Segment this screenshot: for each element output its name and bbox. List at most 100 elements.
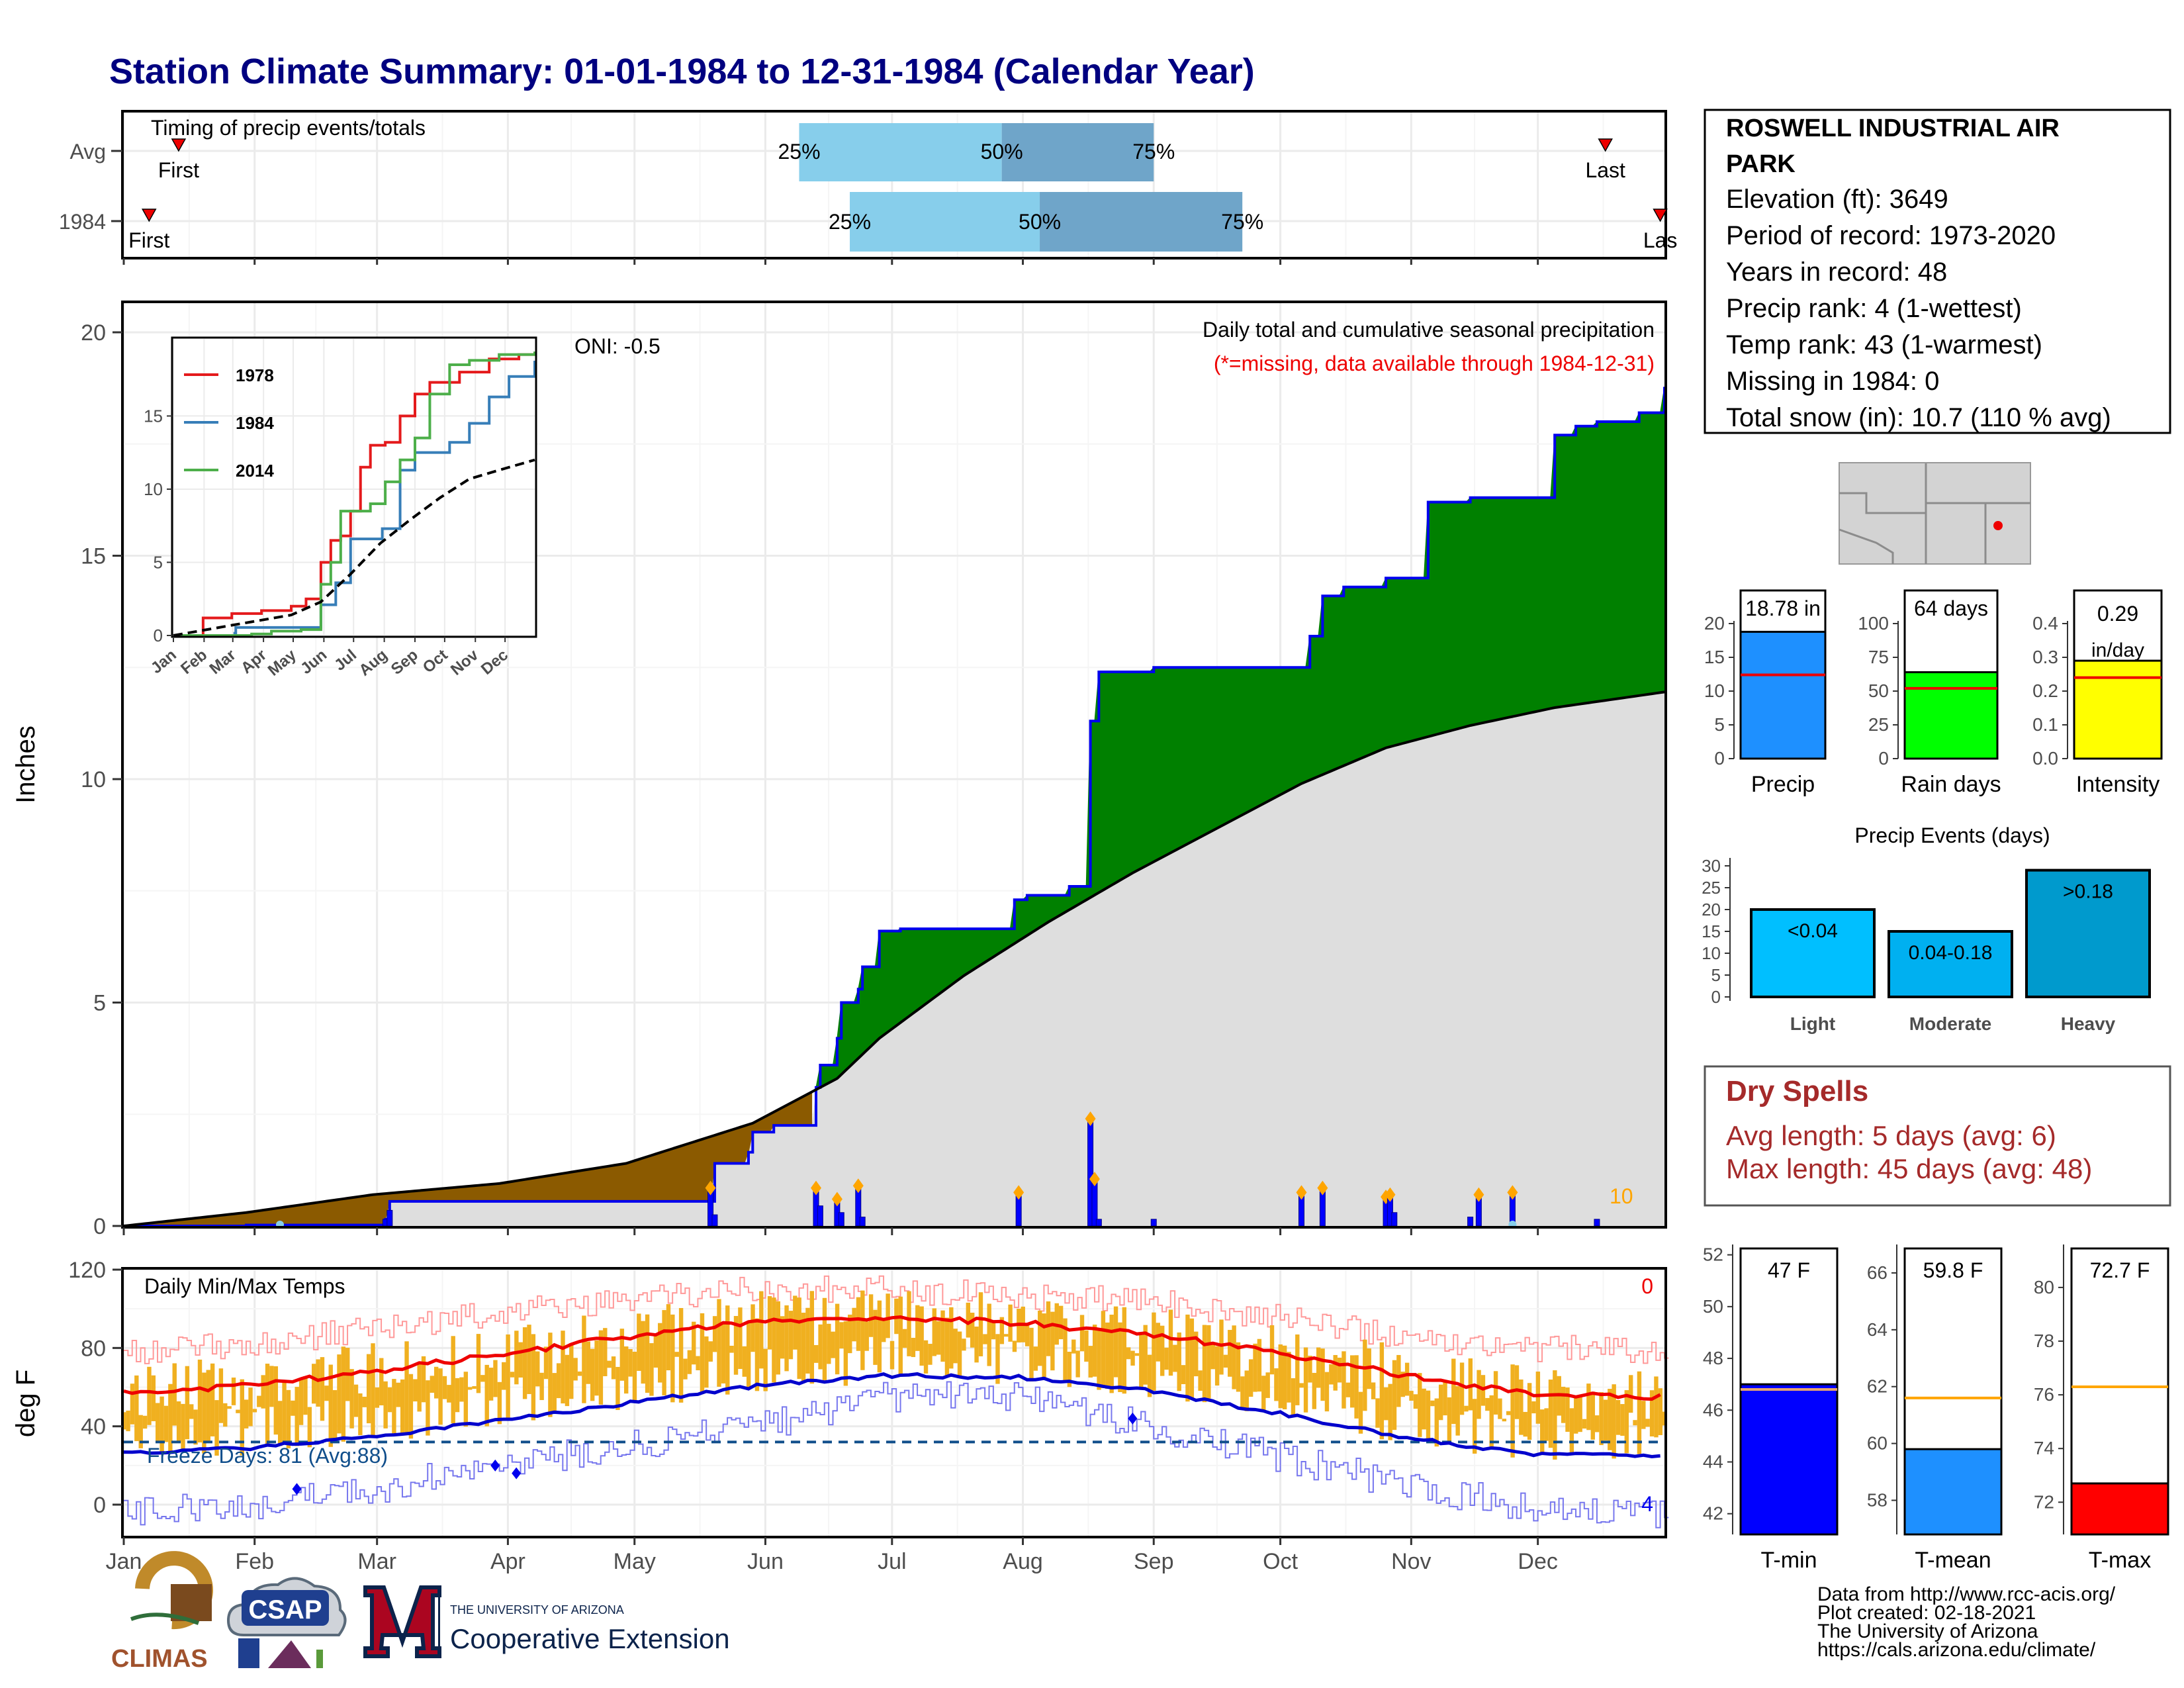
temp-daily-bar	[1152, 1312, 1156, 1391]
temp-daily-bar	[565, 1354, 570, 1407]
temp-daily-bar	[138, 1415, 143, 1448]
summary-ytick-label: 10	[1704, 680, 1725, 701]
temp-daily-bar	[1308, 1356, 1312, 1383]
temp-daily-bar	[185, 1366, 190, 1440]
summary-value-bar	[1903, 671, 1999, 760]
temp-daily-bar	[1101, 1311, 1106, 1389]
temp-daily-bar	[531, 1334, 536, 1421]
temp-daily-bar	[548, 1333, 553, 1417]
temp-daily-bar	[1198, 1370, 1203, 1391]
inset-line-average	[173, 458, 535, 637]
temp-daily-bar	[678, 1307, 684, 1403]
temp-daily-bar	[1012, 1340, 1017, 1352]
timing-marker-label: Last	[1585, 158, 1625, 182]
temp-daily-bar	[649, 1343, 654, 1396]
temp-daily-bar	[130, 1383, 135, 1425]
temp-daily-bar	[628, 1349, 633, 1377]
precip-snow-marker	[1473, 1187, 1484, 1202]
temp-daily-bar	[772, 1297, 776, 1383]
temp-daily-bar	[1147, 1354, 1152, 1397]
temp-daily-bar	[320, 1357, 325, 1421]
precip-snow-marker	[852, 1178, 864, 1194]
temp-daily-bar	[417, 1363, 422, 1412]
inset-legend-label: 2014	[236, 461, 274, 481]
temp-daily-bar	[312, 1364, 316, 1404]
timing-marker-triangle	[171, 138, 187, 152]
temp-daily-bar	[277, 1401, 283, 1446]
ua-small-text: THE UNIVERSITY OF ARIZONA	[450, 1603, 624, 1617]
timing-title: Timing of precip events/totals	[151, 116, 426, 140]
temp-daily-bar	[611, 1356, 616, 1380]
temp-daily-bar	[156, 1403, 160, 1442]
temp-daily-bar	[324, 1385, 329, 1401]
temp-daily-bar	[692, 1321, 696, 1365]
temp-daily-bar	[582, 1315, 586, 1403]
temp-daily-bar	[983, 1334, 987, 1344]
temp-daily-bar	[1324, 1372, 1330, 1412]
temp-daily-bar	[1354, 1355, 1359, 1419]
temp-daily-bar	[864, 1321, 869, 1351]
timing-row-1984: 1984	[59, 210, 106, 234]
temp-daily-bar	[421, 1356, 426, 1403]
temp-daily-bar	[1599, 1392, 1604, 1446]
temp-summary-ytick-label: 58	[1867, 1489, 1888, 1510]
temp-daily-bar	[556, 1363, 561, 1399]
temp-daily-bar	[366, 1354, 371, 1424]
temp-daily-bar	[729, 1345, 734, 1353]
temp-daily-bar	[725, 1305, 730, 1395]
temp-daily-bar	[1223, 1354, 1228, 1368]
temp-daily-bar	[1523, 1411, 1527, 1437]
month-tick-label: Apr	[490, 1549, 525, 1574]
temp-daily-bar	[502, 1362, 506, 1390]
temp-daily-bar	[751, 1304, 755, 1352]
events-category-label: Heavy	[2061, 1013, 2116, 1034]
temp-daily-bar	[1177, 1332, 1181, 1391]
temp-daily-bar	[898, 1296, 903, 1374]
station-snow: Total snow (in): 10.7 (110 % avg)	[1726, 403, 2111, 432]
station-name-line1: ROSWELL INDUSTRIAL AIR	[1726, 115, 2060, 142]
temp-daily-bar	[1468, 1358, 1473, 1411]
timing-marker-triangle	[1653, 209, 1668, 222]
temp-summary-value-label: 47 F	[1768, 1258, 1810, 1282]
summary-ytick-label: 50	[1868, 680, 1889, 701]
precip-snow-marker	[811, 1180, 822, 1196]
temp-daily-bar	[1358, 1391, 1363, 1434]
temp-daily-bar	[882, 1319, 886, 1342]
timing-bar-50-75	[1001, 123, 1154, 181]
temp-daily-bar	[590, 1348, 595, 1401]
temp-daily-bar	[1371, 1382, 1376, 1399]
temp-daily-bar	[1443, 1382, 1447, 1416]
temp-daily-bar	[1278, 1344, 1283, 1409]
temp-daily-bar	[619, 1329, 625, 1381]
events-ytick-label: 15	[1702, 921, 1721, 941]
events-category-label: Light	[1790, 1013, 1835, 1034]
temp-daily-bar	[497, 1382, 502, 1425]
temp-daily-bar	[1422, 1388, 1426, 1430]
precip-cumulative-line	[124, 387, 1666, 1227]
temp-daily-bar	[413, 1379, 418, 1402]
month-tick-label: Jan	[106, 1549, 142, 1574]
temp-daily-bar	[510, 1372, 515, 1378]
temp-daily-bar	[1502, 1419, 1507, 1422]
temp-daily-bar	[1248, 1359, 1253, 1397]
temp-daily-bar	[759, 1291, 764, 1369]
temp-daily-bar	[1075, 1350, 1080, 1378]
temp-daily-bar	[400, 1379, 405, 1434]
temp-summary-ytick-label: 60	[1867, 1433, 1888, 1454]
temp-daily-bar	[1472, 1399, 1477, 1454]
temp-daily-bar	[915, 1305, 920, 1351]
temp-daily-bar	[358, 1393, 363, 1436]
temp-caption: Daily Min/Max Temps	[144, 1274, 345, 1298]
precip-daily-bar	[1095, 1219, 1102, 1227]
temp-daily-bar	[1029, 1327, 1034, 1382]
temp-daily-bar	[1447, 1397, 1452, 1444]
temp-daily-bar	[134, 1375, 139, 1442]
temp-daily-bar	[1624, 1390, 1629, 1454]
temp-record-marker	[490, 1459, 500, 1472]
temp-daily-bar	[944, 1317, 950, 1378]
temp-daily-bar	[662, 1310, 666, 1395]
temp-daily-bar	[223, 1403, 228, 1427]
summary-ytick-label: 5	[1714, 714, 1725, 735]
csap-text: CSAP	[248, 1595, 322, 1624]
